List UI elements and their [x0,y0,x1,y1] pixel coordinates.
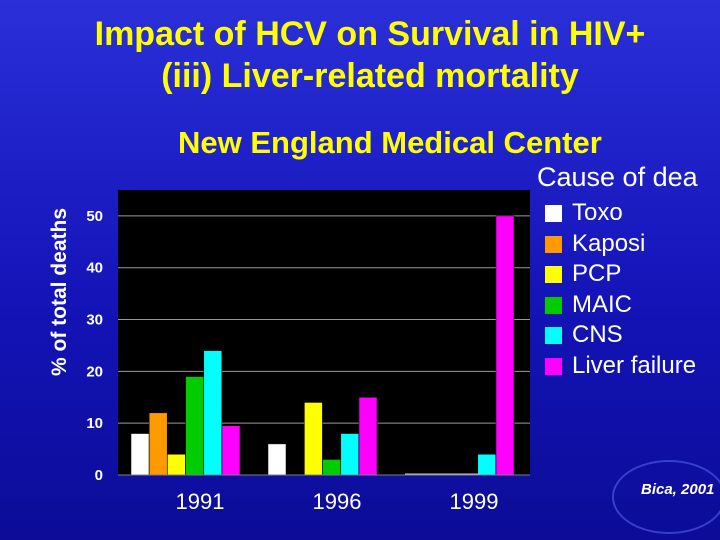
legend-swatch [545,205,562,222]
legend-label: PCP [572,260,622,287]
legend-swatch [545,357,562,375]
bar [267,443,287,476]
chart-subtitle: New England Medical Center [178,125,602,160]
bar [148,412,168,476]
y-tick-label: 20 [86,363,103,380]
legend-swatch [545,235,562,253]
legend-label: CNS [572,321,623,348]
legend-label: Liver failure [572,351,697,379]
y-tick-label: 30 [86,312,103,329]
bar [358,397,378,476]
source-ring-decoration [612,460,720,534]
bar [495,215,515,476]
title-line-1: Impact of HCV on Survival in HIV+ [94,15,646,53]
bar [130,433,150,476]
legend-title: Cause of dea [537,162,698,192]
bar [304,402,323,476]
legend-swatch [545,296,562,314]
bar [203,350,223,476]
legend-label: Kaposi [572,229,646,257]
legend-swatch [545,327,562,344]
y-tick-label: 10 [86,415,103,432]
title-line-2: (iii) Liver-related mortality [161,57,579,95]
y-tick-label: 50 [86,208,103,225]
y-tick-label: 40 [86,260,103,277]
x-tick-label: 1999 [450,489,499,514]
x-tick-label: 1996 [313,489,362,514]
x-tick-label: 1991 [176,489,225,514]
bar [340,433,360,476]
plot-area [118,190,530,475]
bar [221,425,241,476]
legend-swatch [545,266,562,283]
bar [167,454,186,476]
bar [477,454,497,476]
legend-label: Toxo [572,199,623,226]
source-citation: Bica, 2001 [641,481,715,498]
bar [185,376,204,476]
y-tick-label: 0 [95,467,103,484]
legend-label: MAIC [572,290,632,318]
bar [322,459,341,476]
